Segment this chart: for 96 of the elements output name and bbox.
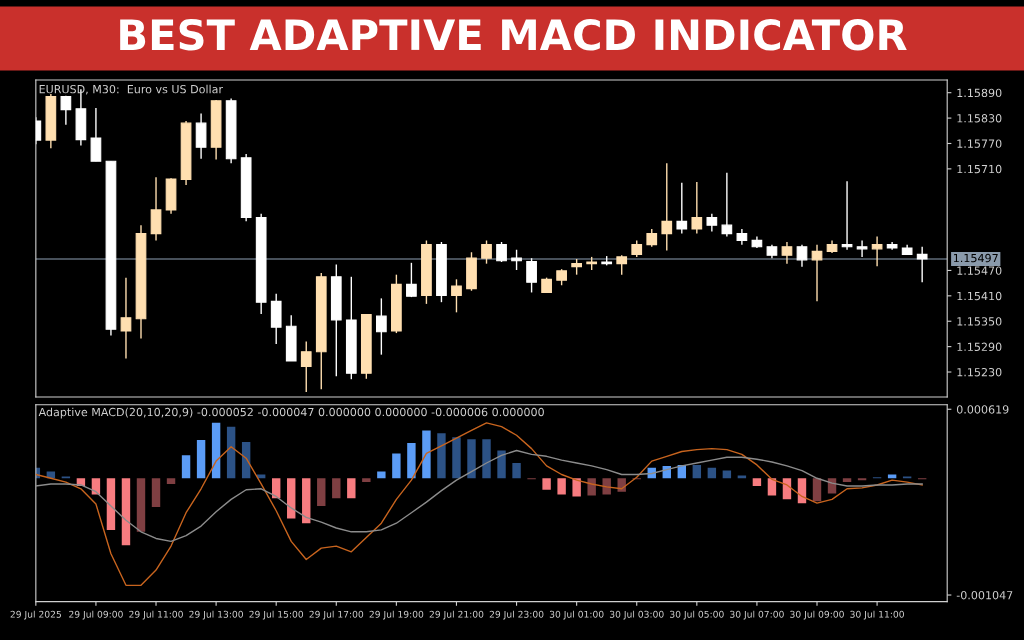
candlestick [375, 297, 387, 356]
candlestick [496, 241, 507, 263]
x-tick-label: 29 Jul 2025 [10, 610, 61, 620]
bar [587, 478, 596, 496]
bar [602, 478, 611, 495]
candlestick [916, 246, 928, 283]
y-tick-label: 1.15470 [957, 266, 1002, 275]
bar [377, 471, 386, 479]
candlestick [60, 94, 72, 126]
bar [211, 422, 221, 479]
candlestick [120, 276, 132, 360]
chart-subtitle: EURUSD, M30: Euro vs US Dollar [39, 84, 224, 95]
bar [737, 475, 747, 479]
bar [256, 474, 266, 479]
bar [347, 478, 356, 499]
x-tick-label: 30 Jul 07:00 [730, 610, 784, 620]
y-tick-label: 1.15290 [957, 342, 1002, 351]
candlestick [856, 239, 868, 258]
bar [166, 478, 176, 484]
bar [181, 455, 191, 479]
bar [392, 453, 401, 479]
candlestick [871, 235, 883, 267]
bar [136, 478, 146, 532]
bar [287, 478, 296, 519]
bar [512, 463, 521, 479]
candlestick [300, 340, 312, 393]
bar [106, 478, 116, 530]
bar [812, 478, 822, 502]
y-tick-label: -0.001047 [956, 591, 1013, 600]
bar [842, 478, 852, 483]
bar [692, 464, 702, 479]
x-tick-label: 30 Jul 11:00 [850, 610, 904, 620]
bar [827, 478, 837, 494]
bar [497, 450, 506, 479]
bar [422, 430, 431, 479]
bar [572, 478, 581, 497]
bar [332, 478, 341, 499]
candlestick [721, 171, 733, 238]
bar [196, 440, 206, 479]
line-series [35, 449, 923, 543]
y-tick-label: 1.15770 [957, 139, 1002, 148]
y-tick-label: 1.15230 [957, 367, 1002, 377]
bar [302, 478, 311, 524]
bar [482, 439, 491, 479]
bar [121, 478, 131, 546]
bar [887, 474, 897, 479]
y-tick-label: 1.15410 [957, 291, 1002, 301]
candlestick [796, 243, 808, 268]
x-tick-label: 29 Jul 15:00 [249, 610, 304, 620]
y-tick-label: 1.15890 [957, 88, 1002, 98]
candlestick [526, 257, 537, 294]
x-tick-label: 29 Jul 19:00 [369, 610, 424, 620]
line-series [35, 422, 923, 587]
x-tick-label: 29 Jul 23:00 [489, 610, 544, 620]
bar [151, 478, 161, 507]
x-tick-label: 29 Jul 21:00 [429, 610, 484, 620]
bar [752, 478, 762, 486]
bar [317, 478, 326, 507]
x-tick-label: 29 Jul 11:00 [129, 610, 183, 620]
y-tick-label: 1.15710 [957, 164, 1002, 174]
candlestick [406, 262, 417, 298]
x-tick-label: 30 Jul 09:00 [790, 610, 844, 620]
candlestick [90, 107, 102, 162]
bar [707, 467, 717, 479]
x-tick-label: 30 Jul 01:00 [549, 610, 604, 620]
y-tick-label: 1.15830 [957, 114, 1002, 123]
bar [617, 478, 626, 492]
ref-line-label: 1.15497 [953, 253, 998, 263]
bar [452, 437, 461, 479]
bar [557, 478, 566, 495]
bar [91, 478, 101, 495]
x-tick-label: 29 Jul 17:00 [309, 610, 364, 620]
x-tick-label: 29 Jul 13:00 [189, 610, 243, 620]
x-tick-label: 30 Jul 03:00 [609, 610, 664, 620]
candlestick [451, 278, 462, 314]
y-tick-label: 0.000619 [956, 405, 1009, 414]
bar [467, 439, 476, 479]
chart-title: Adaptive MACD(20,10,20,9) -0.000052 -0.000047 0.000000 0.000000 -0.000006 0.000000 [38, 407, 544, 419]
bar [407, 442, 416, 479]
bar [362, 478, 371, 483]
candlestick [691, 181, 703, 235]
bar [226, 426, 236, 479]
candlestick [811, 243, 823, 303]
x-tick-label: 29 Jul 09:00 [69, 610, 123, 620]
bar [542, 478, 551, 490]
candlestick [616, 254, 628, 276]
candlestick [781, 241, 793, 265]
x-tick-label: 30 Jul 05:00 [670, 610, 724, 620]
candlestick [676, 182, 688, 235]
y-tick-label: 1.15350 [957, 317, 1002, 326]
candlestick [481, 239, 492, 265]
bar [437, 433, 446, 479]
candlestick [150, 176, 162, 242]
candlestick [661, 162, 673, 252]
candlestick [841, 180, 853, 251]
chart-title: BEST ADAPTIVE MACD INDICATOR [120, 18, 907, 51]
